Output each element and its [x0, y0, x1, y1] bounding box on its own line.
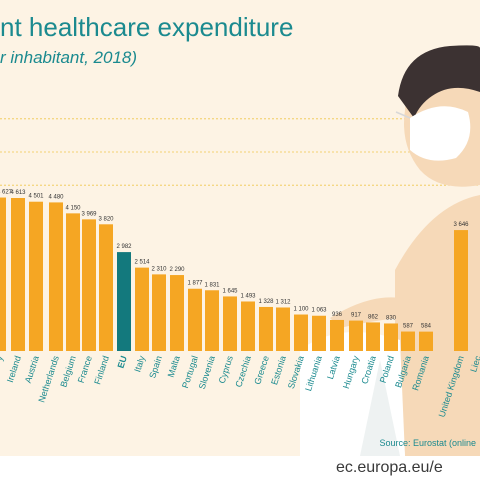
bar-lithuania [312, 315, 326, 351]
value-label-slovakia: 1 100 [293, 307, 309, 313]
category-label-partial: y [0, 354, 5, 362]
bar-italy [135, 267, 149, 351]
category-label-estonia: Estonia [269, 355, 288, 387]
bar-slovenia [205, 290, 219, 351]
chart-subtitle: r inhabitant, 2018) [0, 48, 138, 67]
category-label-france: France [76, 355, 94, 385]
category-label-malta: Malta [166, 355, 182, 379]
value-label-spain: 2 310 [151, 266, 167, 272]
value-label-netherlands: 4 480 [48, 194, 64, 200]
value-label-romania: 584 [421, 324, 432, 330]
value-label-greece: 1 328 [258, 299, 274, 305]
bar-slovakia [294, 314, 308, 351]
bar-austria [29, 201, 43, 351]
bar-france [82, 219, 96, 351]
value-label-cyprus: 1 645 [222, 288, 238, 294]
value-label-czechia: 1 493 [240, 293, 256, 299]
bar-poland [384, 323, 398, 351]
category-label-czechia: Czechia [233, 355, 253, 389]
value-label-slovenia: 1 831 [204, 282, 220, 288]
bar-croatia [366, 322, 380, 351]
value-label-malta: 2 290 [169, 267, 185, 273]
bar-belgium [66, 213, 80, 351]
value-label-croatia: 862 [368, 314, 379, 320]
value-label-ireland: 4 613 [10, 190, 26, 196]
category-label-greece: Greece [252, 355, 271, 386]
bar-partial [0, 197, 6, 351]
bar-united-kingdom [454, 230, 468, 351]
value-label-poland: 830 [386, 315, 397, 321]
bar-latvia [330, 319, 344, 351]
bar-portugal [188, 288, 202, 351]
gridlines [0, 118, 480, 186]
value-label-france: 3 969 [81, 211, 97, 217]
bar-malta [170, 275, 184, 351]
bar-eu [117, 252, 131, 351]
category-label-ireland: Ireland [5, 355, 23, 384]
category-label-italy: Italy [132, 354, 147, 373]
category-label-netherlands: Netherlands [36, 354, 61, 404]
bar-finland [99, 224, 113, 351]
value-label-belgium: 4 150 [65, 205, 81, 211]
value-label-latvia: 936 [332, 312, 343, 318]
footer-url: ec.europa.eu/e [336, 459, 443, 476]
bar-hungary [349, 320, 363, 351]
footer: ec.europa.eu/e [0, 456, 480, 480]
value-label-italy: 2 514 [134, 260, 150, 266]
category-label-slovenia: Slovenia [197, 355, 217, 391]
bar-ireland [11, 198, 25, 351]
bar-estonia [276, 307, 290, 351]
bar-romania [419, 331, 433, 351]
bar-bulgaria [401, 331, 415, 351]
value-label-austria: 4 501 [28, 194, 44, 200]
value-label-estonia: 1 312 [275, 299, 291, 305]
category-label-liec: Liec [468, 354, 480, 373]
bar-greece [259, 306, 273, 351]
category-label-finland: Finland [92, 355, 111, 386]
category-label-cyprus: Cyprus [217, 354, 235, 385]
doctor-with-mask-icon [300, 45, 480, 456]
value-label-united-kingdom: 3 646 [453, 222, 469, 228]
value-label-bulgaria: 587 [403, 324, 414, 330]
value-label-lithuania: 1 063 [311, 308, 327, 314]
value-label-eu: 2 982 [116, 244, 132, 250]
category-label-austria: Austria [23, 355, 41, 385]
category-label-eu: EU [116, 355, 129, 370]
bar-spain [152, 274, 166, 351]
bar-czechia [241, 301, 255, 351]
bar-netherlands [49, 202, 63, 351]
category-label-spain: Spain [147, 355, 164, 380]
source-note: Source: Eurostat (online [379, 438, 476, 448]
value-label-partial: 4 627 [0, 190, 13, 196]
value-label-portugal: 1 877 [187, 281, 203, 287]
category-label-belgium: Belgium [58, 355, 78, 389]
value-label-finland: 3 820 [98, 216, 114, 222]
chart-title: nt healthcare expenditure [0, 12, 294, 42]
bar-cyprus [223, 296, 237, 351]
value-label-hungary: 917 [351, 313, 362, 319]
bars [0, 197, 468, 351]
